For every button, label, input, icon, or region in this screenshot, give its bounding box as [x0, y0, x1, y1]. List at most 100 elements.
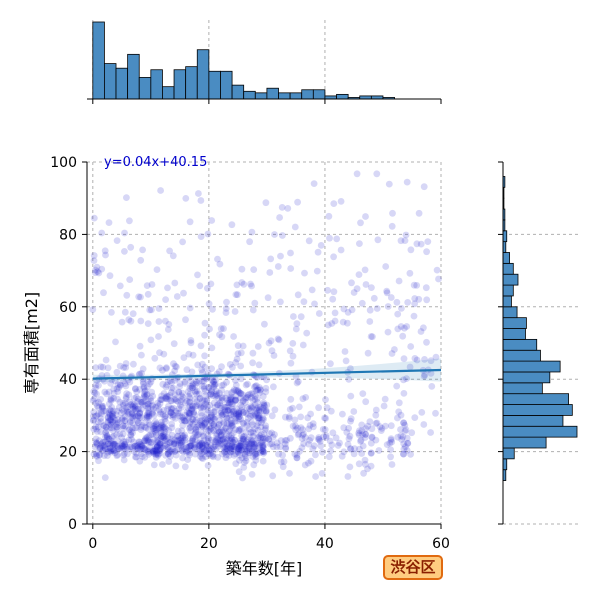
data-point	[127, 428, 135, 436]
data-point	[145, 438, 153, 446]
data-point	[259, 448, 267, 455]
data-point	[186, 439, 194, 447]
right-hist-bar	[502, 295, 512, 308]
data-point	[182, 447, 190, 455]
data-point	[293, 454, 301, 462]
data-point	[141, 390, 148, 398]
data-point	[155, 305, 163, 312]
data-point	[222, 454, 230, 462]
top-histogram	[87, 20, 442, 104]
data-point	[201, 419, 209, 427]
data-point	[123, 291, 131, 299]
data-point	[214, 436, 222, 443]
data-point	[282, 413, 289, 421]
data-point	[166, 452, 174, 460]
data-point	[150, 450, 158, 457]
data-point	[94, 418, 102, 426]
data-point	[255, 407, 263, 414]
data-point	[256, 408, 264, 416]
data-point	[191, 411, 199, 419]
data-point	[165, 321, 173, 328]
data-point	[173, 293, 181, 300]
data-point	[420, 183, 428, 191]
data-point	[187, 418, 194, 426]
data-point	[204, 462, 212, 469]
data-point	[164, 326, 172, 333]
data-point	[115, 384, 123, 391]
top-hist-bar	[115, 67, 129, 100]
data-point	[427, 357, 435, 365]
data-point	[111, 440, 118, 448]
data-point	[156, 400, 164, 408]
data-point	[230, 388, 237, 395]
data-point	[400, 419, 408, 427]
data-point	[168, 431, 176, 439]
data-point	[258, 447, 266, 454]
data-point	[249, 306, 257, 314]
data-point	[107, 380, 114, 387]
data-point	[95, 269, 103, 277]
data-point	[307, 410, 314, 418]
data-point	[394, 414, 401, 422]
data-point	[433, 266, 441, 274]
data-point	[244, 410, 252, 418]
data-point	[196, 417, 204, 425]
data-point	[204, 442, 212, 450]
data-point	[237, 375, 245, 383]
data-point	[106, 272, 114, 280]
data-point	[233, 281, 241, 289]
data-point	[96, 445, 104, 452]
data-point	[118, 443, 126, 451]
data-point	[106, 416, 114, 424]
data-point	[114, 388, 122, 395]
data-point	[254, 426, 262, 434]
data-point	[378, 425, 386, 432]
data-point	[179, 414, 187, 422]
data-point	[147, 439, 155, 446]
data-point	[201, 331, 209, 339]
data-point	[210, 377, 218, 385]
data-point	[370, 294, 378, 302]
data-point	[116, 430, 124, 438]
data-point	[123, 194, 130, 202]
data-point	[311, 300, 318, 308]
data-point	[169, 446, 177, 454]
data-point	[145, 408, 153, 415]
data-point	[251, 392, 259, 400]
data-point	[259, 441, 266, 449]
data-point	[347, 415, 355, 423]
data-point	[261, 403, 268, 410]
top-hist-bar	[266, 87, 279, 100]
data-point	[261, 320, 268, 328]
data-point	[178, 413, 186, 421]
data-point	[356, 445, 363, 453]
data-point	[246, 238, 254, 246]
data-point	[111, 416, 119, 424]
data-point	[240, 420, 248, 427]
data-point	[273, 443, 281, 451]
data-point	[205, 383, 212, 391]
data-point	[410, 312, 418, 320]
data-point	[383, 287, 391, 295]
data-point	[321, 426, 329, 434]
data-point	[187, 424, 194, 431]
data-point	[267, 440, 274, 448]
data-point	[423, 296, 431, 304]
data-point	[140, 384, 148, 392]
data-point	[136, 457, 144, 465]
data-point	[109, 407, 117, 415]
data-point	[200, 437, 208, 445]
data-point	[175, 405, 183, 412]
data-point	[368, 425, 376, 433]
data-point	[387, 446, 394, 453]
data-point	[154, 399, 162, 407]
data-point	[138, 414, 146, 422]
data-point	[388, 350, 396, 357]
data-point	[157, 408, 164, 416]
data-point	[251, 443, 259, 451]
data-point	[209, 392, 217, 400]
data-point	[204, 415, 212, 423]
data-point	[287, 359, 295, 367]
data-point	[179, 389, 186, 397]
data-point	[381, 395, 389, 403]
